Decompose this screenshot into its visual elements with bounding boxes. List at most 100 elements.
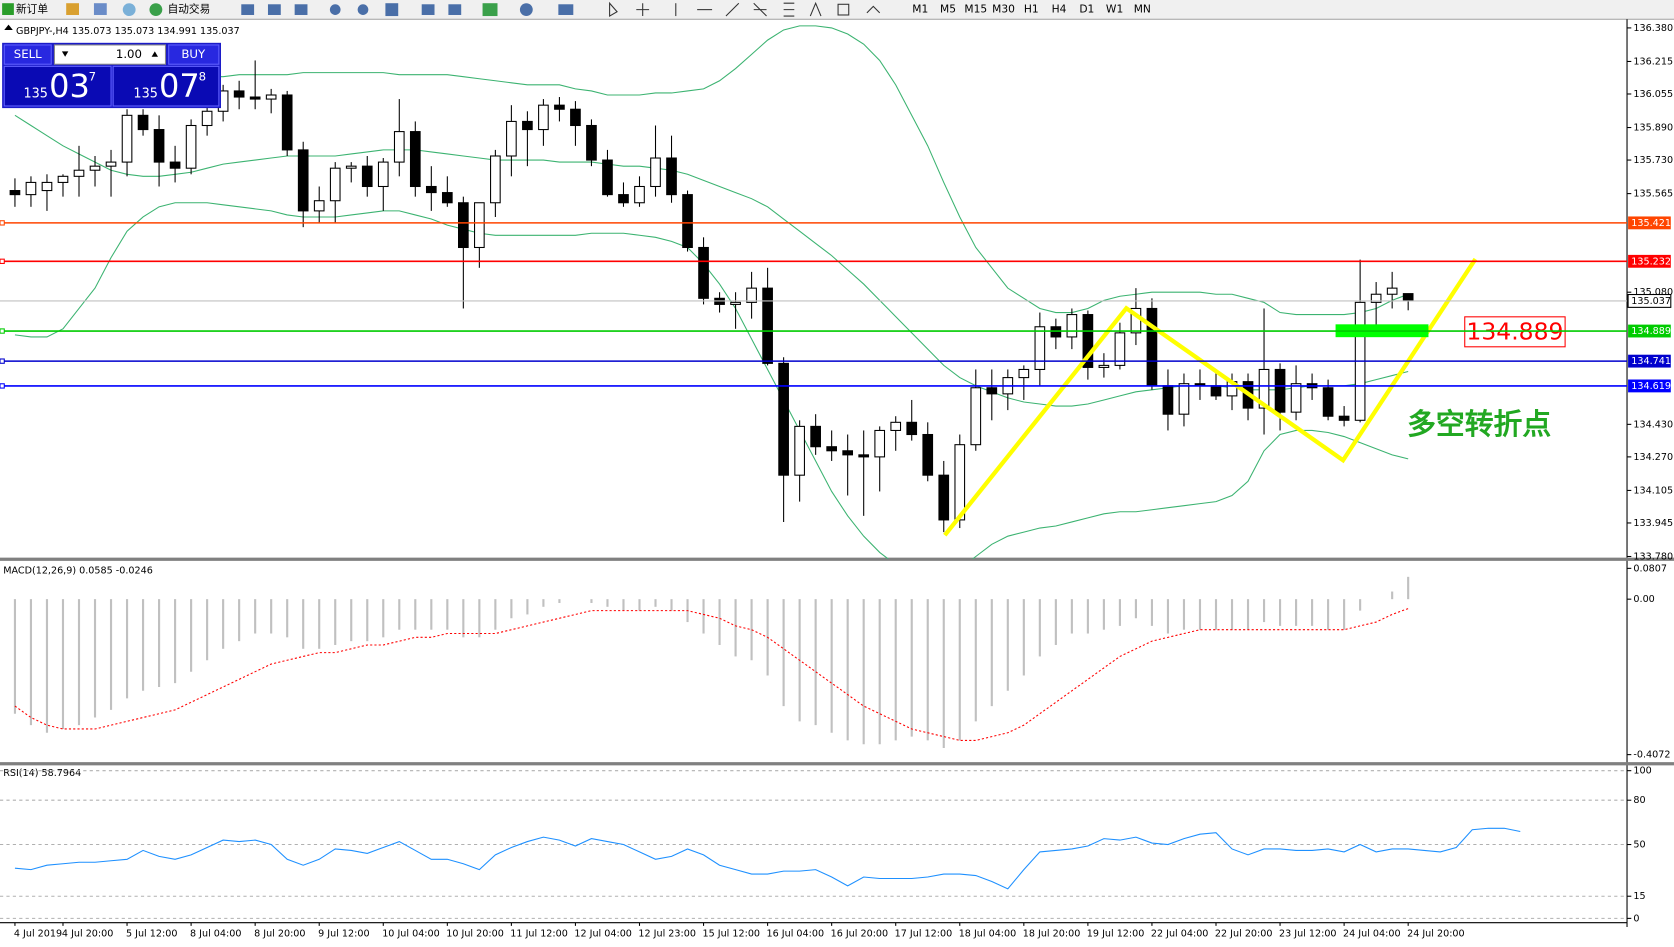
candle-body — [490, 155, 501, 204]
buy-label[interactable]: BUY — [181, 47, 206, 61]
zoom-in[interactable] — [329, 4, 341, 15]
x-tick-label: 16 Jul 04:00 — [767, 928, 825, 939]
symbol-menu-icon[interactable] — [4, 24, 13, 30]
candle-body — [297, 149, 309, 212]
y-tick-label: 133.945 — [1633, 518, 1673, 529]
x-tick-label: 15 Jul 12:00 — [702, 928, 760, 939]
candle-body — [361, 165, 373, 188]
candle-body — [922, 433, 934, 476]
tile-windows[interactable] — [385, 3, 399, 17]
timeframe-button[interactable]: M30 — [992, 3, 1015, 16]
candle-body — [281, 94, 293, 151]
candle-body — [506, 120, 517, 157]
timeframe-button[interactable]: MN — [1134, 3, 1151, 16]
ask-box[interactable] — [112, 65, 220, 107]
candle-body — [1258, 368, 1270, 409]
timeframe-button[interactable]: H1 — [1024, 3, 1039, 16]
y-tick-label: 135.080 — [1633, 287, 1673, 298]
level-axis-box — [1628, 324, 1671, 338]
x-tick-label: 8 Jul 04:00 — [190, 928, 241, 939]
candle-body — [1210, 385, 1222, 397]
candle-body — [185, 124, 197, 169]
toolbar-icon[interactable] — [421, 4, 435, 15]
zoom-out[interactable] — [357, 4, 369, 15]
toolbar-icon[interactable] — [122, 3, 136, 17]
toolbar-icon[interactable] — [241, 4, 255, 15]
label-tool[interactable] — [837, 3, 850, 16]
candle-body — [634, 185, 645, 204]
crosshair-tool[interactable] — [636, 3, 650, 17]
bid-pips: 03 — [49, 67, 90, 105]
candle-body — [1114, 332, 1126, 366]
trendline-tool[interactable] — [725, 2, 740, 17]
new-order-button[interactable]: 新订单 — [16, 3, 48, 16]
candle-body — [441, 192, 453, 204]
x-tick-label: 17 Jul 12:00 — [895, 928, 953, 939]
level-axis-label: 134.889 — [1631, 326, 1671, 337]
toolbar-icon[interactable] — [267, 4, 281, 15]
level-axis-box — [1628, 216, 1671, 230]
lot-up[interactable] — [151, 51, 159, 57]
candle-body — [1178, 383, 1190, 415]
candle-body — [1402, 293, 1414, 302]
bid-box[interactable] — [3, 65, 112, 107]
timeframe-button[interactable]: M15 — [964, 3, 987, 16]
x-tick-label: 23 Jul 12:00 — [1279, 928, 1337, 939]
candle-body — [746, 287, 757, 303]
y-tick-label: 134.270 — [1633, 452, 1673, 463]
indicators[interactable] — [482, 3, 498, 17]
trade-panel: SELL 1.00 BUY 135 03 7 135 07 8 — [2, 42, 221, 109]
timeframe-button[interactable]: D1 — [1079, 3, 1094, 16]
candle-body — [1066, 314, 1078, 338]
lot-value[interactable]: 1.00 — [116, 47, 142, 61]
x-tick-label: 4 Jul 20:00 — [62, 928, 113, 939]
auto-trading-icon[interactable] — [149, 3, 163, 17]
y-tick-label: 133.780 — [1633, 551, 1673, 562]
candle-body — [538, 104, 549, 131]
lot-dropdown[interactable] — [61, 51, 69, 57]
x-tick-label: 4 Jul 2019 — [14, 928, 62, 939]
bid-point: 7 — [89, 70, 96, 84]
toolbar-icon[interactable] — [93, 3, 107, 15]
x-tick-label: 24 Jul 20:00 — [1407, 928, 1465, 939]
candle-body — [522, 120, 533, 131]
rsi-title: RSI(14) 58.7964 — [3, 768, 81, 779]
last-price-label: 135.037 — [1631, 296, 1671, 307]
candle-body — [89, 165, 101, 171]
text-tool[interactable] — [809, 1, 822, 17]
lot-input[interactable] — [53, 44, 167, 65]
candle-body — [1370, 293, 1382, 303]
new-order-icon[interactable] — [2, 3, 14, 15]
candle-body — [249, 96, 261, 100]
y-tick-label: 134.430 — [1633, 419, 1673, 430]
periods[interactable] — [519, 3, 533, 17]
candle-body — [1146, 307, 1158, 387]
bands — [14, 25, 1409, 559]
last-price-box — [1627, 293, 1672, 308]
rsi-line — [14, 827, 1521, 890]
toolbar-icon[interactable] — [66, 3, 80, 15]
sell-button[interactable] — [3, 44, 52, 65]
candle-body — [618, 194, 629, 204]
timeframe-button[interactable]: M5 — [940, 3, 956, 16]
timeframe-button[interactable]: H4 — [1052, 3, 1067, 16]
annotation: 多空转折点 — [1407, 407, 1551, 441]
candle-body — [9, 190, 21, 196]
candle-body — [153, 129, 165, 163]
templates[interactable] — [558, 4, 574, 15]
toolbar-icon[interactable] — [448, 4, 462, 15]
sell-label[interactable]: SELL — [14, 47, 42, 61]
toolbar-icon[interactable] — [294, 4, 308, 15]
buy-button[interactable] — [168, 44, 220, 65]
candle-body — [1274, 368, 1286, 413]
candle-body — [970, 387, 982, 446]
auto-trading-button[interactable]: 自动交易 — [168, 3, 211, 16]
fibo-fan-tool[interactable] — [783, 2, 795, 17]
arrows-tool[interactable] — [866, 5, 881, 14]
candle-body — [201, 110, 213, 127]
cursor-tool[interactable] — [609, 1, 618, 17]
timeframe-button[interactable]: M1 — [912, 3, 928, 16]
timeframe-button[interactable]: W1 — [1106, 3, 1123, 16]
fibo-tool[interactable] — [753, 2, 767, 17]
